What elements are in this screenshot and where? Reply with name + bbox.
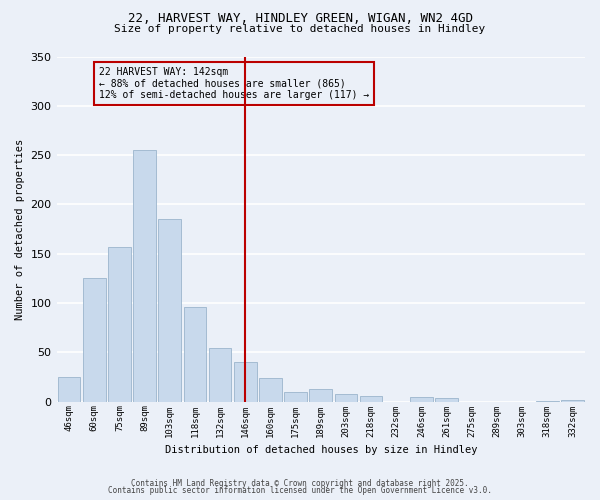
Text: 22, HARVEST WAY, HINDLEY GREEN, WIGAN, WN2 4GD: 22, HARVEST WAY, HINDLEY GREEN, WIGAN, W…: [128, 12, 473, 26]
Bar: [234, 362, 257, 402]
Bar: [133, 150, 156, 402]
Bar: [108, 247, 131, 402]
Bar: [158, 219, 181, 402]
Text: Contains HM Land Registry data © Crown copyright and database right 2025.: Contains HM Land Registry data © Crown c…: [131, 478, 469, 488]
Bar: [83, 278, 106, 402]
Text: Contains public sector information licensed under the Open Government Licence v3: Contains public sector information licen…: [108, 486, 492, 495]
Bar: [435, 398, 458, 402]
Bar: [335, 394, 357, 402]
Y-axis label: Number of detached properties: Number of detached properties: [15, 138, 25, 320]
Bar: [536, 400, 559, 402]
Text: Size of property relative to detached houses in Hindley: Size of property relative to detached ho…: [115, 24, 485, 34]
Text: 22 HARVEST WAY: 142sqm
← 88% of detached houses are smaller (865)
12% of semi-de: 22 HARVEST WAY: 142sqm ← 88% of detached…: [99, 67, 369, 100]
Bar: [284, 392, 307, 402]
Bar: [209, 348, 232, 402]
Bar: [259, 378, 282, 402]
Bar: [561, 400, 584, 402]
Bar: [310, 389, 332, 402]
Bar: [410, 396, 433, 402]
Bar: [360, 396, 382, 402]
Bar: [184, 307, 206, 402]
Bar: [58, 377, 80, 402]
X-axis label: Distribution of detached houses by size in Hindley: Distribution of detached houses by size …: [164, 445, 477, 455]
